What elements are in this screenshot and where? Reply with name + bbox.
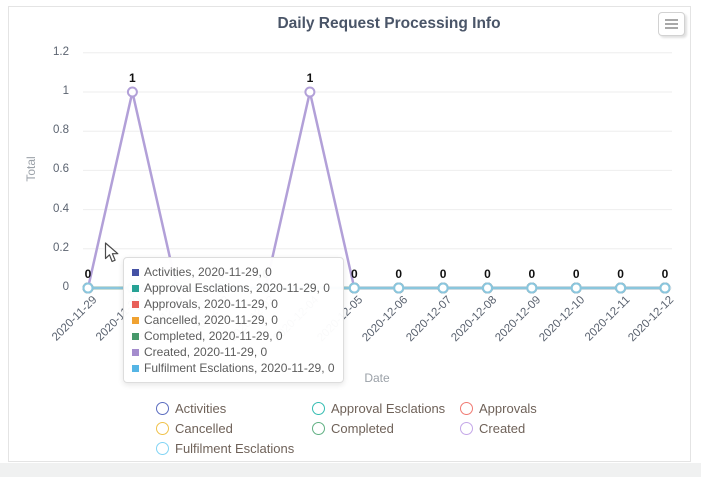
data-point[interactable] — [482, 282, 493, 294]
legend-circle-icon — [460, 401, 473, 415]
y-axis-tick-label: 0.6 — [53, 163, 69, 176]
y-axis-tick-label: 0.8 — [53, 124, 69, 137]
chart-tooltip: Activities, 2020-11-29, 0 Approval Esclat… — [123, 257, 344, 383]
data-point-label: 0 — [484, 267, 491, 281]
tooltip-row: Approvals, 2020-11-29, 0 — [132, 296, 335, 312]
legend-label: Fulfilment Esclations — [175, 440, 295, 456]
legend-circle-icon — [156, 421, 169, 435]
tooltip-row-text: Fulfilment Esclations, 2020-11-29, 0 — [144, 361, 335, 375]
series-color-swatch — [132, 364, 139, 372]
tooltip-row: Approval Esclations, 2020-11-29, 0 — [132, 280, 335, 296]
chart-menu-button[interactable] — [658, 12, 685, 36]
chart-title: Daily Request Processing Info — [277, 15, 501, 32]
series-color-swatch — [132, 284, 139, 292]
mouse-cursor — [104, 242, 119, 263]
series-color-swatch — [132, 300, 139, 308]
legend-item-approvals[interactable]: Approvals — [460, 400, 537, 416]
series-color-swatch — [132, 268, 139, 276]
data-point[interactable] — [615, 282, 627, 294]
data-point-label: 0 — [350, 267, 358, 281]
tooltip-row: Created, 2020-11-29, 0 — [132, 344, 335, 360]
data-point-label: 0 — [528, 267, 536, 281]
y-axis-tick-label: 1.2 — [53, 45, 69, 58]
page-background — [0, 463, 701, 477]
data-point-label: 0 — [661, 267, 669, 281]
line-chart-plot[interactable] — [9, 7, 692, 463]
tooltip-row: Fulfilment Esclations, 2020-11-29, 0 — [132, 360, 335, 376]
tooltip-row-text: Approval Esclations, 2020-11-29, 0 — [144, 281, 330, 295]
data-point[interactable] — [570, 282, 582, 294]
data-point-label: 0 — [572, 267, 580, 281]
data-point-label: 0 — [439, 267, 447, 281]
tooltip-row-text: Cancelled, 2020-11-29, 0 — [144, 313, 278, 327]
tooltip-row-text: Created, 2020-11-29, 0 — [144, 345, 268, 359]
tooltip-row: Activities, 2020-11-29, 0 — [132, 264, 335, 280]
data-point[interactable] — [437, 282, 449, 294]
legend-circle-icon — [156, 441, 169, 455]
tooltip-row: Cancelled, 2020-11-29, 0 — [132, 312, 335, 328]
legend-label: Cancelled — [175, 420, 233, 436]
y-axis-tick-label: 0.2 — [53, 241, 69, 254]
data-point[interactable] — [526, 282, 538, 294]
data-point-label: 0 — [617, 267, 624, 281]
legend-circle-icon — [312, 401, 325, 415]
data-point-label: 0 — [84, 267, 92, 281]
legend-item-cancelled[interactable]: Cancelled — [156, 420, 233, 436]
x-axis-title: Date — [364, 371, 390, 385]
legend-circle-icon — [460, 421, 473, 435]
legend-item-completed[interactable]: Completed — [312, 420, 394, 436]
tooltip-row-text: Completed, 2020-11-29, 0 — [144, 329, 283, 343]
legend-label: Completed — [331, 420, 394, 436]
data-point[interactable] — [304, 86, 316, 98]
series-color-swatch — [132, 316, 139, 324]
data-point-label: 0 — [395, 267, 403, 281]
legend-item-fulfilment-esclations[interactable]: Fulfilment Esclations — [156, 440, 294, 456]
legend-label: Activities — [175, 400, 227, 416]
data-point-label: 1 — [306, 71, 314, 85]
tooltip-row: Completed, 2020-11-29, 0 — [132, 328, 335, 344]
data-point[interactable] — [348, 282, 360, 294]
data-point[interactable] — [82, 282, 94, 294]
series-color-swatch — [132, 332, 139, 340]
legend-item-approval-esclations[interactable]: Approval Esclations — [312, 400, 445, 416]
series-color-swatch — [132, 348, 139, 356]
data-point[interactable] — [659, 282, 671, 294]
chart-card: Daily Request Processing Info Total Date… — [8, 6, 691, 462]
legend-label: Created — [479, 420, 526, 436]
legend-item-created[interactable]: Created — [460, 420, 525, 436]
y-axis-tick-label: 0 — [62, 281, 69, 293]
legend-item-activities[interactable]: Activities — [156, 400, 226, 416]
legend-circle-icon — [156, 401, 169, 415]
y-axis-tick-label: 1 — [62, 85, 69, 97]
tooltip-row-text: Approvals, 2020-11-29, 0 — [144, 297, 278, 311]
legend-label: Approval Esclations — [331, 400, 446, 416]
data-point-label: 1 — [129, 71, 136, 85]
data-point[interactable] — [393, 282, 405, 294]
legend-label: Approvals — [479, 400, 537, 416]
hamburger-icon — [665, 19, 678, 29]
tooltip-row-text: Activities, 2020-11-29, 0 — [144, 265, 272, 279]
y-axis-tick-label: 0.4 — [53, 202, 69, 215]
legend-circle-icon — [312, 421, 325, 435]
data-point[interactable] — [126, 86, 138, 98]
